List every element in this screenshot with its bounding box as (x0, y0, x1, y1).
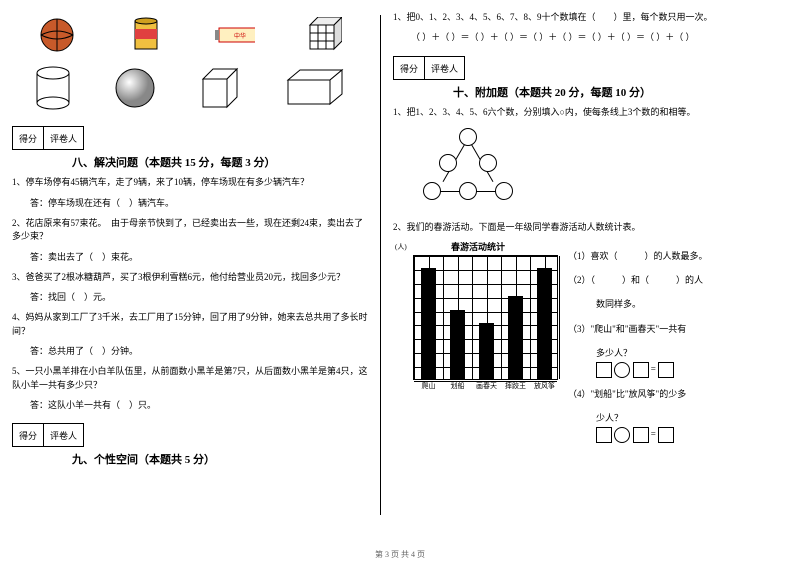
operator-circle (614, 362, 630, 378)
q8-3: 3、爸爸买了2根冰糖葫芦，买了3根伊利雪糕6元，他付给营业员20元，找回多少元？ (12, 271, 368, 285)
reviewer-label: 评卷人 (44, 423, 84, 447)
basketball-image (37, 15, 77, 55)
score-box-10: 得分 评卷人 (393, 56, 749, 80)
sub-4b: 少人？ = (596, 410, 733, 443)
q8-2: 2、花店原来有57束花。 由于母亲节快到了，已经卖出去一些，现在还剩24束，卖出… (12, 217, 368, 244)
q8-1: 1、停车场停有45辆汽车，走了9辆，来了10辆，停车场现在有多少辆汽车？ (12, 176, 368, 190)
sub-3b: 多少人？ = (596, 345, 733, 378)
q10-1: 1、把1、2、3、4、5、6六个数，分别填入○内，使每条线上3个数的和相等。 (393, 106, 749, 120)
a8-3: 答：找回（ ）元。 (30, 290, 368, 303)
a8-2: 答：卖出去了（ ）束花。 (30, 250, 368, 263)
q-right-1-expr: （ ）＋（ ）＝（ ）＋（ ）＝（ ）＋（ ）＝（ ）＋（ ）＝（ ）＋（ ） (411, 31, 749, 45)
reviewer-label: 评卷人 (425, 56, 465, 80)
q8-5: 5、一只小黑羊排在小白羊队伍里，从前面数小黑羊是第7只，从后面数小黑羊是第4只，… (12, 365, 368, 392)
score-label: 得分 (12, 126, 44, 150)
triangle-graph (413, 126, 523, 211)
toothpaste-image: 中华 (215, 15, 255, 55)
bar-chart: (人) 春游活动统计 爬山划船画春天摔跤王放风筝 (393, 240, 563, 400)
operand-box (596, 427, 612, 443)
score-label: 得分 (12, 423, 44, 447)
chart-title: 春游活动统计 (393, 240, 563, 253)
a8-4: 答：总共用了（ ）分钟。 (30, 344, 368, 357)
sub-4a: （4）"划船"比"放风筝"的少多 (568, 386, 733, 402)
section-8-title: 八、解决问题（本题共 15 分，每题 3 分） (72, 154, 368, 170)
cube-shape (197, 65, 243, 111)
score-box-8: 得分 评卷人 (12, 126, 368, 150)
rubiks-cube-image (304, 15, 344, 55)
sub-1: （1）喜欢（ ）的人数最多。 (568, 248, 733, 264)
shapes-row (12, 65, 368, 111)
y-unit: (人) (395, 242, 407, 252)
q10-2: 2、我们的春游活动。下面是一年级同学春游活动人数统计表。 (393, 221, 749, 235)
sub-2a: （2）（ ）和（ ）的人 (568, 272, 733, 288)
q8-4: 4、妈妈从家到工厂了3千米，去工厂用了15分钟，回了用了9分钟，她来去总共用了多… (12, 311, 368, 338)
sub-3a: （3）"爬山"和"画春天"一共有 (568, 321, 733, 337)
cuboid-shape (284, 68, 348, 108)
operand-box (633, 427, 649, 443)
operand-box (596, 362, 612, 378)
a8-5: 答：这队小羊一共有（ ）只。 (30, 398, 368, 411)
sphere-shape (114, 67, 156, 109)
result-box (658, 427, 674, 443)
operator-circle (614, 427, 630, 443)
reviewer-label: 评卷人 (44, 126, 84, 150)
score-label: 得分 (393, 56, 425, 80)
sub-2b: 数同样多。 (596, 296, 733, 312)
page-number: 第 3 页 共 4 页 (0, 549, 800, 560)
score-box-9: 得分 评卷人 (12, 423, 368, 447)
svg-text:中华: 中华 (233, 32, 245, 40)
can-image (126, 15, 166, 55)
section-10-title: 十、附加题（本题共 20 分，每题 10 分） (453, 84, 749, 100)
q-right-1: 1、把0、1、2、3、4、5、6、7、8、9十个数填在（ ）里，每个数只用一次。 (393, 11, 749, 25)
section-9-title: 九、个性空间（本题共 5 分） (72, 451, 368, 467)
product-images-row: 中华 (12, 15, 368, 55)
result-box (658, 362, 674, 378)
operand-box (633, 362, 649, 378)
cylinder-shape (33, 65, 73, 111)
a8-1: 答：停车场现在还有（ ）辆汽车。 (30, 196, 368, 209)
